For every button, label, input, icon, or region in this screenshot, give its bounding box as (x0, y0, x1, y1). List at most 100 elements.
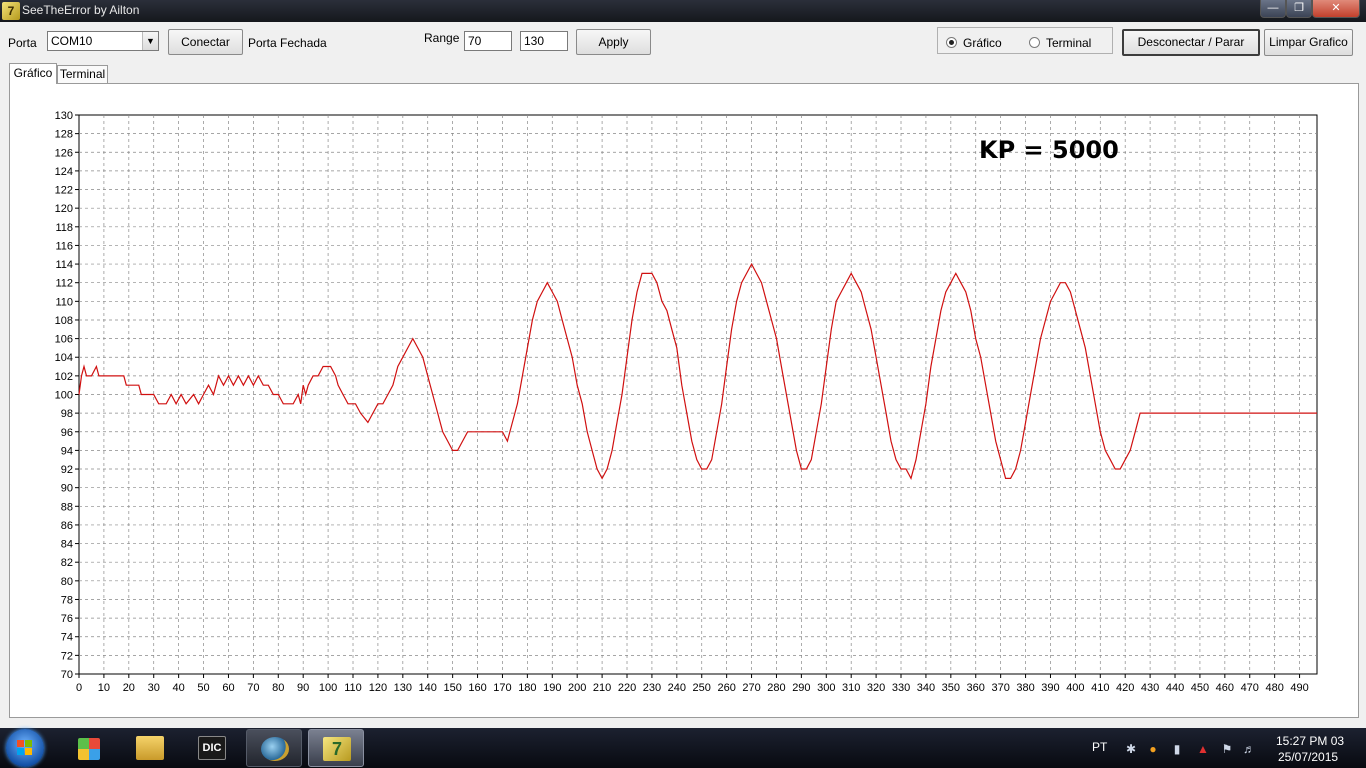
x-tick-label: 60 (222, 682, 234, 694)
y-tick-label: 86 (61, 520, 73, 532)
x-tick-label: 30 (148, 682, 160, 694)
x-tick-label: 40 (173, 682, 185, 694)
y-tick-label: 72 (61, 650, 73, 662)
y-tick-label: 96 (61, 427, 73, 439)
y-tick-label: 92 (61, 464, 73, 476)
x-tick-label: 90 (297, 682, 309, 694)
conectar-button[interactable]: Conectar (168, 29, 243, 55)
view-mode-group: Gráfico Terminal (937, 27, 1113, 54)
terminal-radio-label[interactable]: Terminal (1046, 36, 1092, 50)
y-tick-label: 130 (55, 110, 73, 122)
x-tick-label: 440 (1166, 682, 1184, 694)
x-tick-label: 140 (419, 682, 437, 694)
range-label: Range (424, 31, 460, 45)
y-tick-label: 124 (55, 166, 73, 178)
x-tick-label: 210 (593, 682, 611, 694)
x-tick-label: 360 (967, 682, 985, 694)
terminal-radio[interactable] (1029, 37, 1040, 48)
taskbar-magnifier[interactable] (246, 729, 302, 767)
magnifier-tool-icon (261, 737, 289, 761)
y-tick-label: 126 (55, 147, 73, 159)
kp-annotation: KP = 5000 (979, 136, 1119, 164)
maximize-button[interactable]: ❐ (1286, 0, 1312, 18)
y-tick-label: 78 (61, 594, 73, 606)
taskbar-apps[interactable] (62, 729, 118, 767)
y-tick-label: 128 (55, 129, 73, 141)
x-tick-label: 450 (1191, 682, 1209, 694)
y-tick-label: 84 (61, 539, 73, 551)
file-explorer-icon (136, 736, 164, 760)
taskbar-seetheerror[interactable]: 7 (308, 729, 364, 767)
x-tick-label: 10 (98, 682, 110, 694)
status-text: Porta Fechada (248, 36, 327, 50)
network-icon[interactable]: ▲ (1197, 742, 1209, 756)
grafico-radio-label[interactable]: Gráfico (963, 36, 1002, 50)
y-tick-label: 118 (55, 222, 73, 234)
range-max-input[interactable]: 130 (520, 31, 568, 51)
x-tick-label: 250 (693, 682, 711, 694)
tab-grafico[interactable]: Gráfico (9, 63, 57, 84)
action-center-flag-icon[interactable]: ⚑ (1221, 742, 1233, 756)
x-tick-label: 380 (1016, 682, 1034, 694)
y-tick-label: 76 (61, 613, 73, 625)
x-tick-label: 160 (468, 682, 486, 694)
y-tick-label: 80 (61, 576, 73, 588)
y-tick-label: 114 (55, 259, 73, 271)
series-line (78, 262, 1317, 481)
app-logo-icon: 7 (2, 2, 20, 20)
y-tick-label: 90 (61, 483, 73, 495)
x-tick-label: 260 (717, 682, 735, 694)
chevron-down-icon[interactable]: ▼ (142, 32, 158, 50)
x-tick-label: 480 (1265, 682, 1283, 694)
volume-icon[interactable]: ♬ (1243, 742, 1255, 756)
y-tick-label: 70 (61, 669, 73, 681)
minimize-button[interactable]: — (1260, 0, 1286, 18)
y-tick-label: 120 (55, 203, 73, 215)
x-tick-label: 430 (1141, 682, 1159, 694)
x-tick-label: 50 (197, 682, 209, 694)
usb-device-icon[interactable]: ▮ (1173, 742, 1181, 756)
y-tick-label: 98 (61, 408, 73, 420)
title-bar: 7 SeeTheError by Ailton — ❐ ✕ (0, 0, 1366, 22)
x-tick-label: 290 (792, 682, 810, 694)
x-tick-label: 280 (767, 682, 785, 694)
x-tick-label: 270 (742, 682, 760, 694)
bluetooth-icon[interactable]: ✱ (1125, 742, 1137, 756)
limpar-grafico-button[interactable]: Limpar Grafico (1264, 29, 1353, 56)
apply-button[interactable]: Apply (576, 29, 651, 55)
taskbar: DIC 7 (0, 728, 1366, 768)
taskbar-dic[interactable]: DIC (184, 729, 240, 767)
x-tick-label: 370 (991, 682, 1009, 694)
porta-label: Porta (8, 36, 37, 50)
language-indicator[interactable]: PT (1092, 740, 1108, 754)
clock-date[interactable]: 25/07/2015 (1278, 750, 1339, 764)
x-tick-label: 460 (1216, 682, 1234, 694)
x-tick-label: 400 (1066, 682, 1084, 694)
x-tick-label: 130 (394, 682, 412, 694)
x-tick-label: 180 (518, 682, 536, 694)
porta-value: COM10 (51, 34, 93, 48)
grafico-radio[interactable] (946, 37, 957, 48)
clock-time[interactable]: 15:27 PM 03 (1276, 734, 1345, 748)
y-tick-label: 112 (55, 278, 73, 290)
avast-icon[interactable]: ● (1149, 742, 1157, 756)
x-tick-label: 220 (618, 682, 636, 694)
range-min-input[interactable]: 70 (464, 31, 512, 51)
close-button[interactable]: ✕ (1312, 0, 1360, 18)
tab-terminal[interactable]: Terminal (57, 65, 108, 83)
y-tick-label: 88 (61, 501, 73, 513)
x-tick-label: 110 (344, 682, 362, 694)
apps-grid-icon (78, 738, 100, 760)
desconectar-button[interactable]: Desconectar / Parar (1122, 29, 1260, 56)
y-tick-label: 108 (55, 315, 73, 327)
x-tick-label: 240 (668, 682, 686, 694)
x-tick-label: 20 (123, 682, 135, 694)
y-tick-label: 106 (55, 334, 73, 346)
porta-select[interactable]: COM10 ▼ (47, 31, 159, 51)
taskbar-explorer[interactable] (122, 729, 178, 767)
x-tick-label: 70 (247, 682, 259, 694)
start-button[interactable] (6, 729, 44, 767)
y-tick-label: 122 (55, 185, 73, 197)
x-tick-label: 330 (892, 682, 910, 694)
x-tick-label: 420 (1116, 682, 1134, 694)
